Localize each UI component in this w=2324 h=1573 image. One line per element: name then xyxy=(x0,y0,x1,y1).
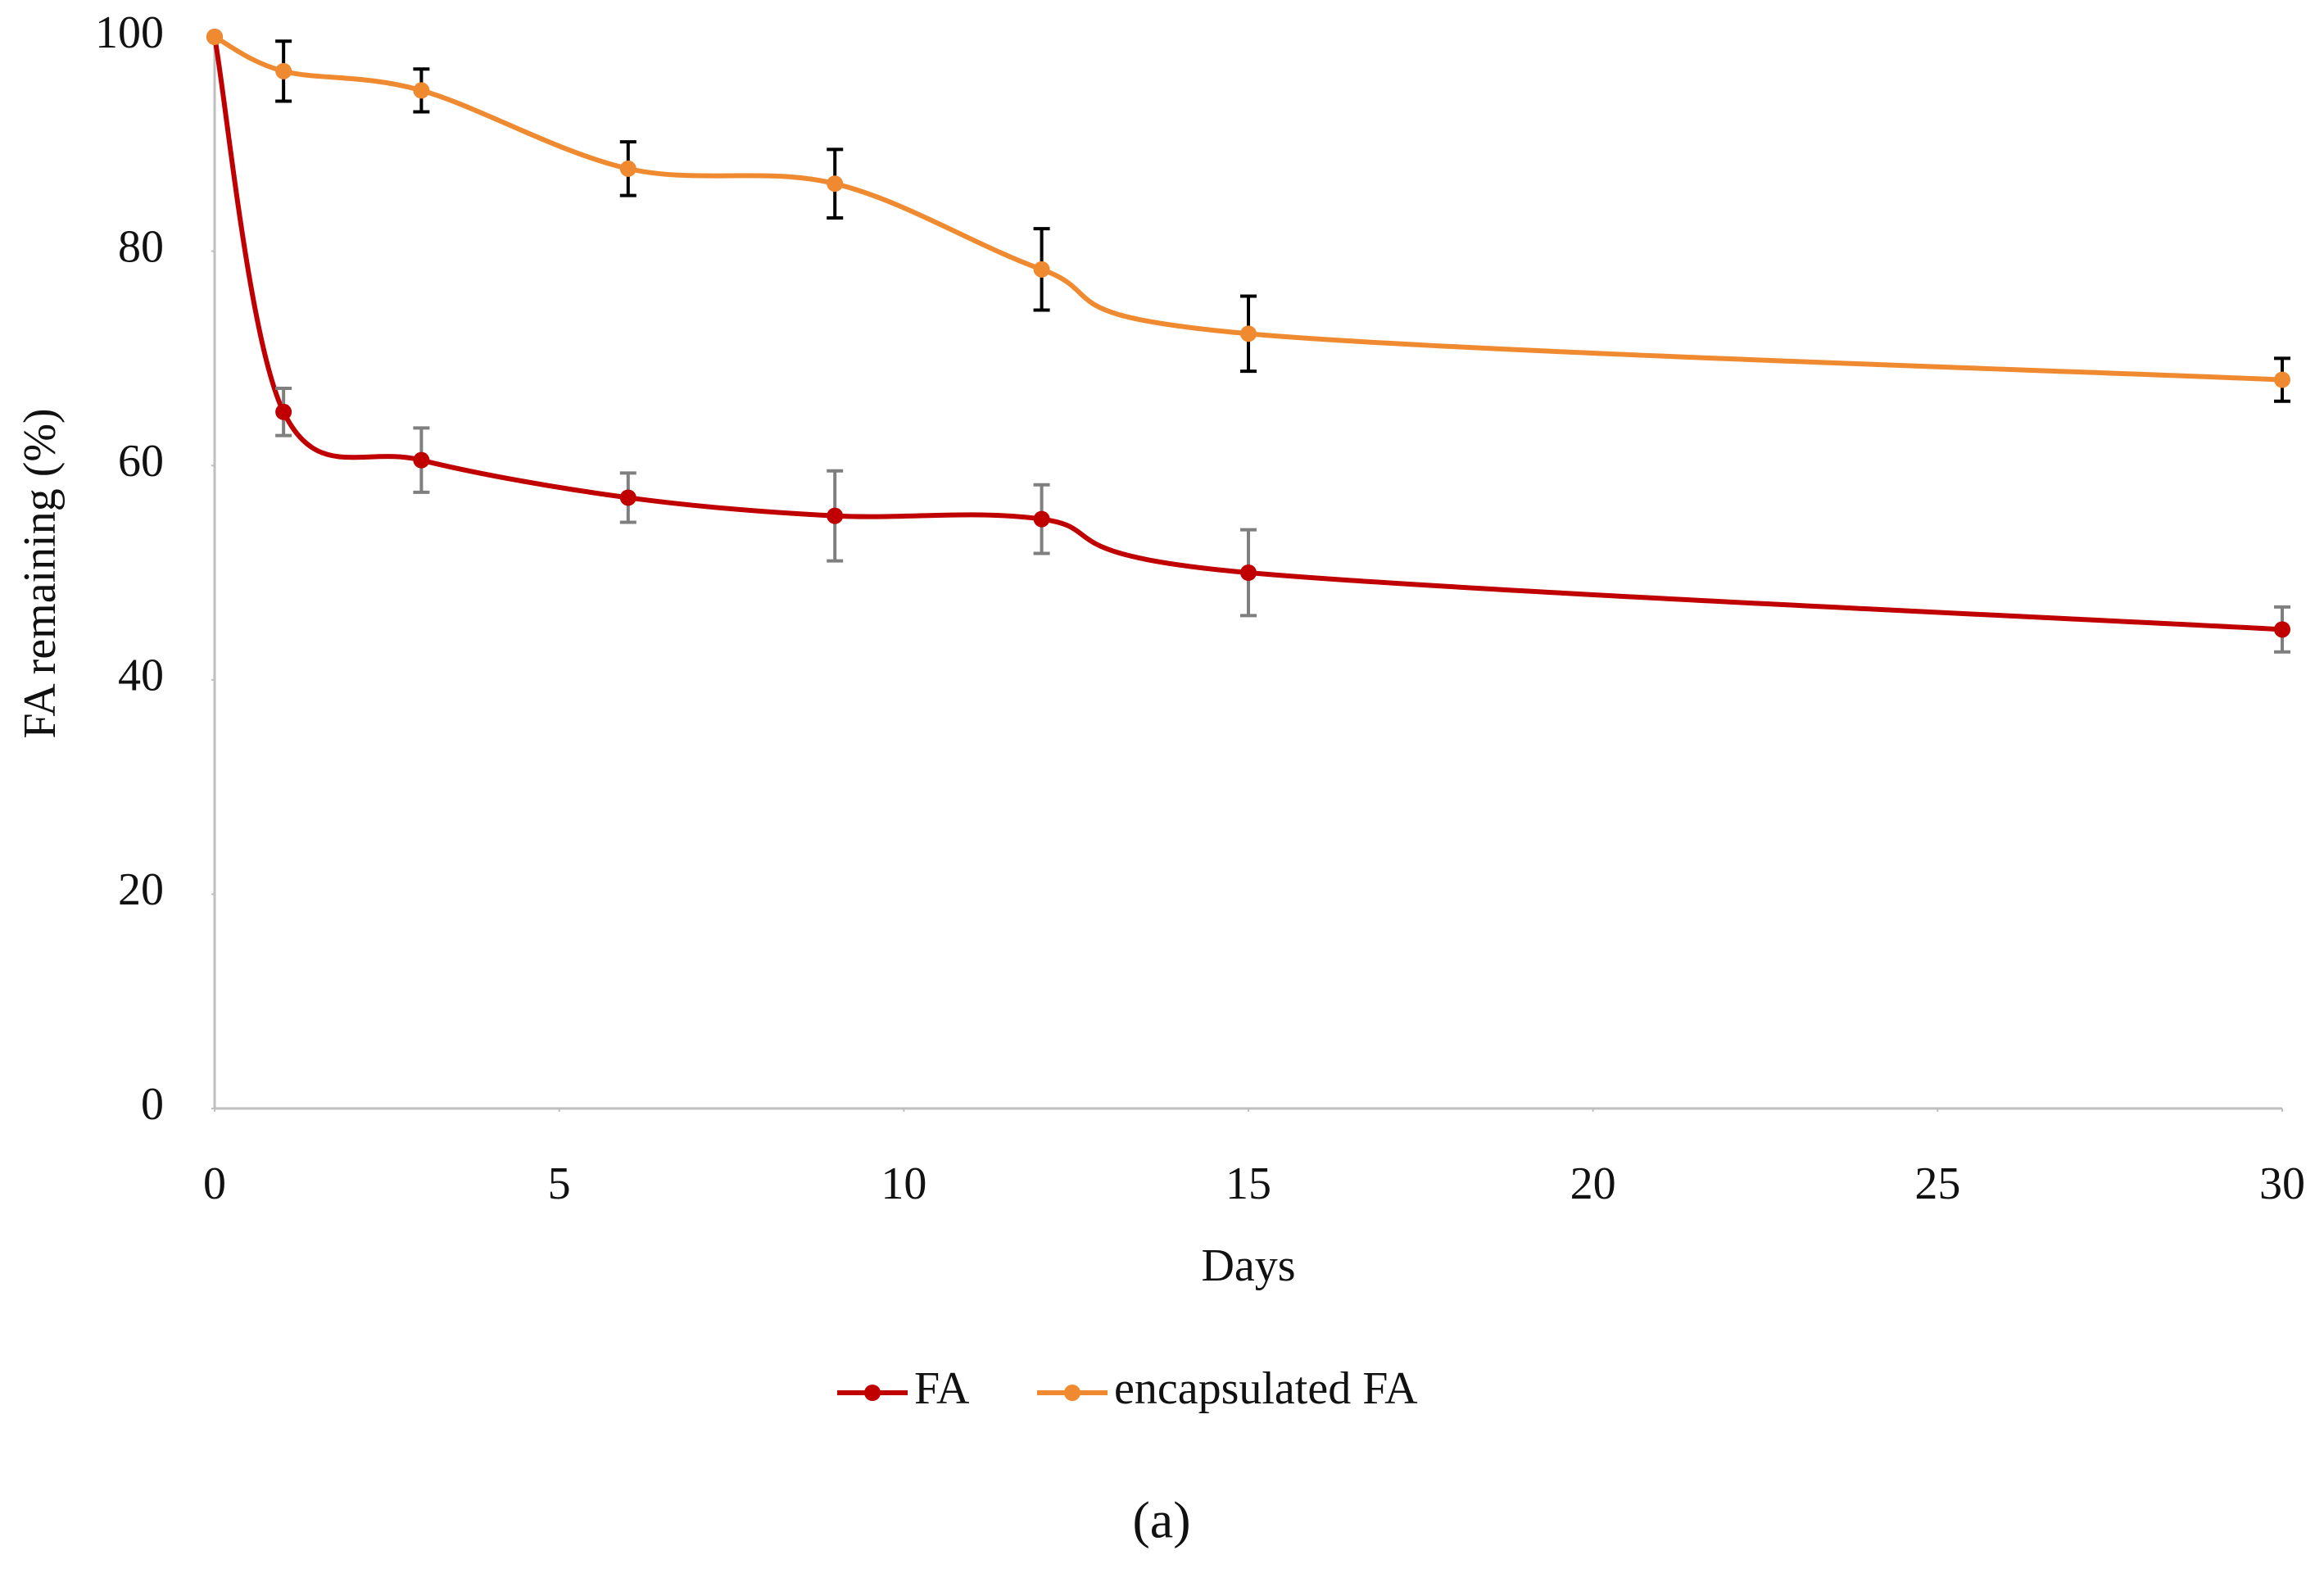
data-point xyxy=(619,160,636,177)
data-point xyxy=(413,451,430,469)
data-point xyxy=(413,82,430,99)
data-point xyxy=(1240,325,1257,342)
series-line xyxy=(213,34,2283,383)
data-point xyxy=(275,403,292,420)
y-tick-label: 40 xyxy=(118,651,164,701)
x-tick-label: 0 xyxy=(203,1158,226,1209)
legend-marker xyxy=(1064,1385,1080,1401)
x-tick-label: 10 xyxy=(881,1158,926,1209)
data-point xyxy=(2274,371,2290,388)
caption: (a) xyxy=(1132,1491,1190,1549)
legend-marker xyxy=(864,1385,881,1401)
x-tick-label: 25 xyxy=(1914,1158,1960,1209)
y-tick-label: 60 xyxy=(118,436,164,487)
x-tick-label: 5 xyxy=(548,1158,571,1209)
legend-label: FA xyxy=(914,1363,970,1414)
legend-label: encapsulated FA xyxy=(1114,1363,1418,1414)
x-tick-label: 15 xyxy=(1225,1158,1271,1209)
data-point xyxy=(1033,261,1050,278)
data-point xyxy=(275,62,292,79)
data-point xyxy=(619,489,636,506)
data-point xyxy=(827,175,844,193)
data-point xyxy=(2274,621,2290,638)
data-point xyxy=(827,507,844,524)
x-axis-label: Days xyxy=(1201,1240,1295,1291)
y-axis-label: FA remaining (%) xyxy=(15,408,66,738)
x-tick-label: 20 xyxy=(1570,1158,1616,1209)
y-tick-label: 20 xyxy=(118,864,164,915)
data-point xyxy=(1033,510,1050,528)
y-tick-label: 100 xyxy=(95,7,164,58)
data-point xyxy=(1240,564,1257,581)
x-tick-label: 30 xyxy=(2259,1158,2305,1209)
y-tick-label: 0 xyxy=(141,1079,164,1130)
y-tick-label: 80 xyxy=(118,221,164,272)
data-point xyxy=(206,29,223,45)
